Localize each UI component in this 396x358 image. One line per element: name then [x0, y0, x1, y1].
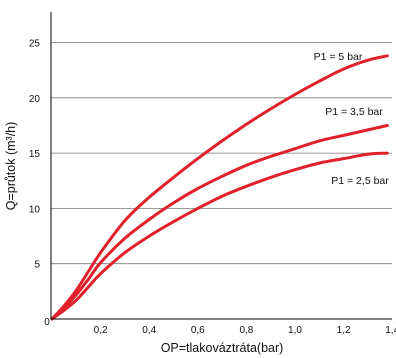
x-tick-label: 0,4: [142, 325, 156, 336]
series-label: P1 = 3,5 bar: [325, 106, 383, 118]
x-tick-label: 1,4: [385, 325, 396, 336]
series-label: P1 = 5 bar: [314, 51, 363, 63]
x-tick-label: 1,2: [337, 325, 351, 336]
y-axis-title: Q=průtok (m³/h): [4, 122, 18, 211]
series-label: P1 = 2,5 bar: [331, 175, 389, 187]
y-tick-labels: 5 10 15 20 25: [29, 39, 41, 271]
x-tick-labels: 0 0,2 0,4 0,6 0,8 1,0 1,2 1,4: [44, 317, 396, 336]
grid-lines: [51, 42, 392, 265]
x-tick-label: 0,8: [239, 325, 253, 336]
series-lines: [50, 54, 389, 321]
x-tick-label: 0,6: [191, 325, 205, 336]
x-tick-label: 0,2: [94, 325, 108, 336]
series-line: [50, 54, 389, 321]
y-tick-label: 5: [34, 260, 40, 271]
x-tick-label: 1,0: [288, 325, 302, 336]
axes: [50, 12, 392, 320]
series-line: [50, 124, 389, 321]
y-tick-label: 15: [29, 149, 41, 160]
series-labels: P1 = 5 bar P1 = 3,5 bar P1 = 2,5 bar: [314, 51, 390, 187]
x-axis-title: OP=tlakováztráta(bar): [161, 341, 284, 355]
series-line: [50, 151, 389, 321]
y-tick-label: 20: [29, 94, 41, 105]
x-tick-label: 0: [44, 317, 50, 328]
y-tick-label: 25: [29, 39, 41, 50]
y-tick-label: 10: [29, 204, 41, 215]
